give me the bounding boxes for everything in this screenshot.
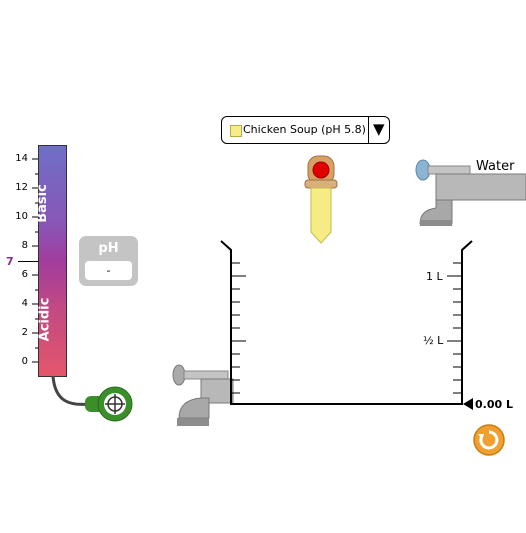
scale-tick-label: 10 xyxy=(15,211,28,222)
scale-tick-label: 4 xyxy=(21,298,28,309)
neutral-marker-line xyxy=(18,261,38,262)
drain-faucet[interactable] xyxy=(171,362,235,430)
beaker xyxy=(220,240,473,405)
solute-selected-label: Chicken Soup (pH 5.8) xyxy=(243,123,366,136)
dropdown-arrow-icon[interactable]: ▼ xyxy=(373,120,385,138)
ph-value: - xyxy=(85,261,132,280)
volume-reading: 0.00 L xyxy=(475,398,513,411)
scale-tick-label: 8 xyxy=(21,240,28,251)
beaker-1l-label: 1 L xyxy=(426,270,443,283)
volume-pointer-icon xyxy=(463,398,473,410)
ph-probe[interactable] xyxy=(45,372,140,432)
ph-readout: pH - xyxy=(79,236,138,286)
solute-color-swatch xyxy=(230,125,242,137)
beaker-half-label: ½ L xyxy=(423,334,444,347)
reset-icon xyxy=(478,430,499,450)
scale-tick-label: 12 xyxy=(15,182,28,193)
solute-dropdown[interactable]: Chicken Soup (pH 5.8) ▼ xyxy=(221,116,390,144)
ph-title: pH xyxy=(98,241,119,256)
water-faucet[interactable] xyxy=(412,158,526,230)
scale-tick-label: 2 xyxy=(21,327,28,338)
water-label: Water xyxy=(476,159,515,174)
dropper-button[interactable] xyxy=(312,161,330,179)
ph-scale-bar: Basic Acidic xyxy=(35,145,67,377)
scale-tick-label: 0 xyxy=(21,356,28,367)
scale-ticks xyxy=(32,158,38,363)
drain-faucet-handle[interactable] xyxy=(172,364,186,386)
scale-tick-label: 6 xyxy=(21,269,28,280)
dropper[interactable] xyxy=(300,154,342,246)
neutral-marker-label: 7 xyxy=(6,255,14,268)
scale-tick-label: 14 xyxy=(15,153,28,164)
reset-button[interactable] xyxy=(472,423,506,457)
crosshair-icon xyxy=(105,394,125,414)
dropdown-separator xyxy=(368,117,369,143)
